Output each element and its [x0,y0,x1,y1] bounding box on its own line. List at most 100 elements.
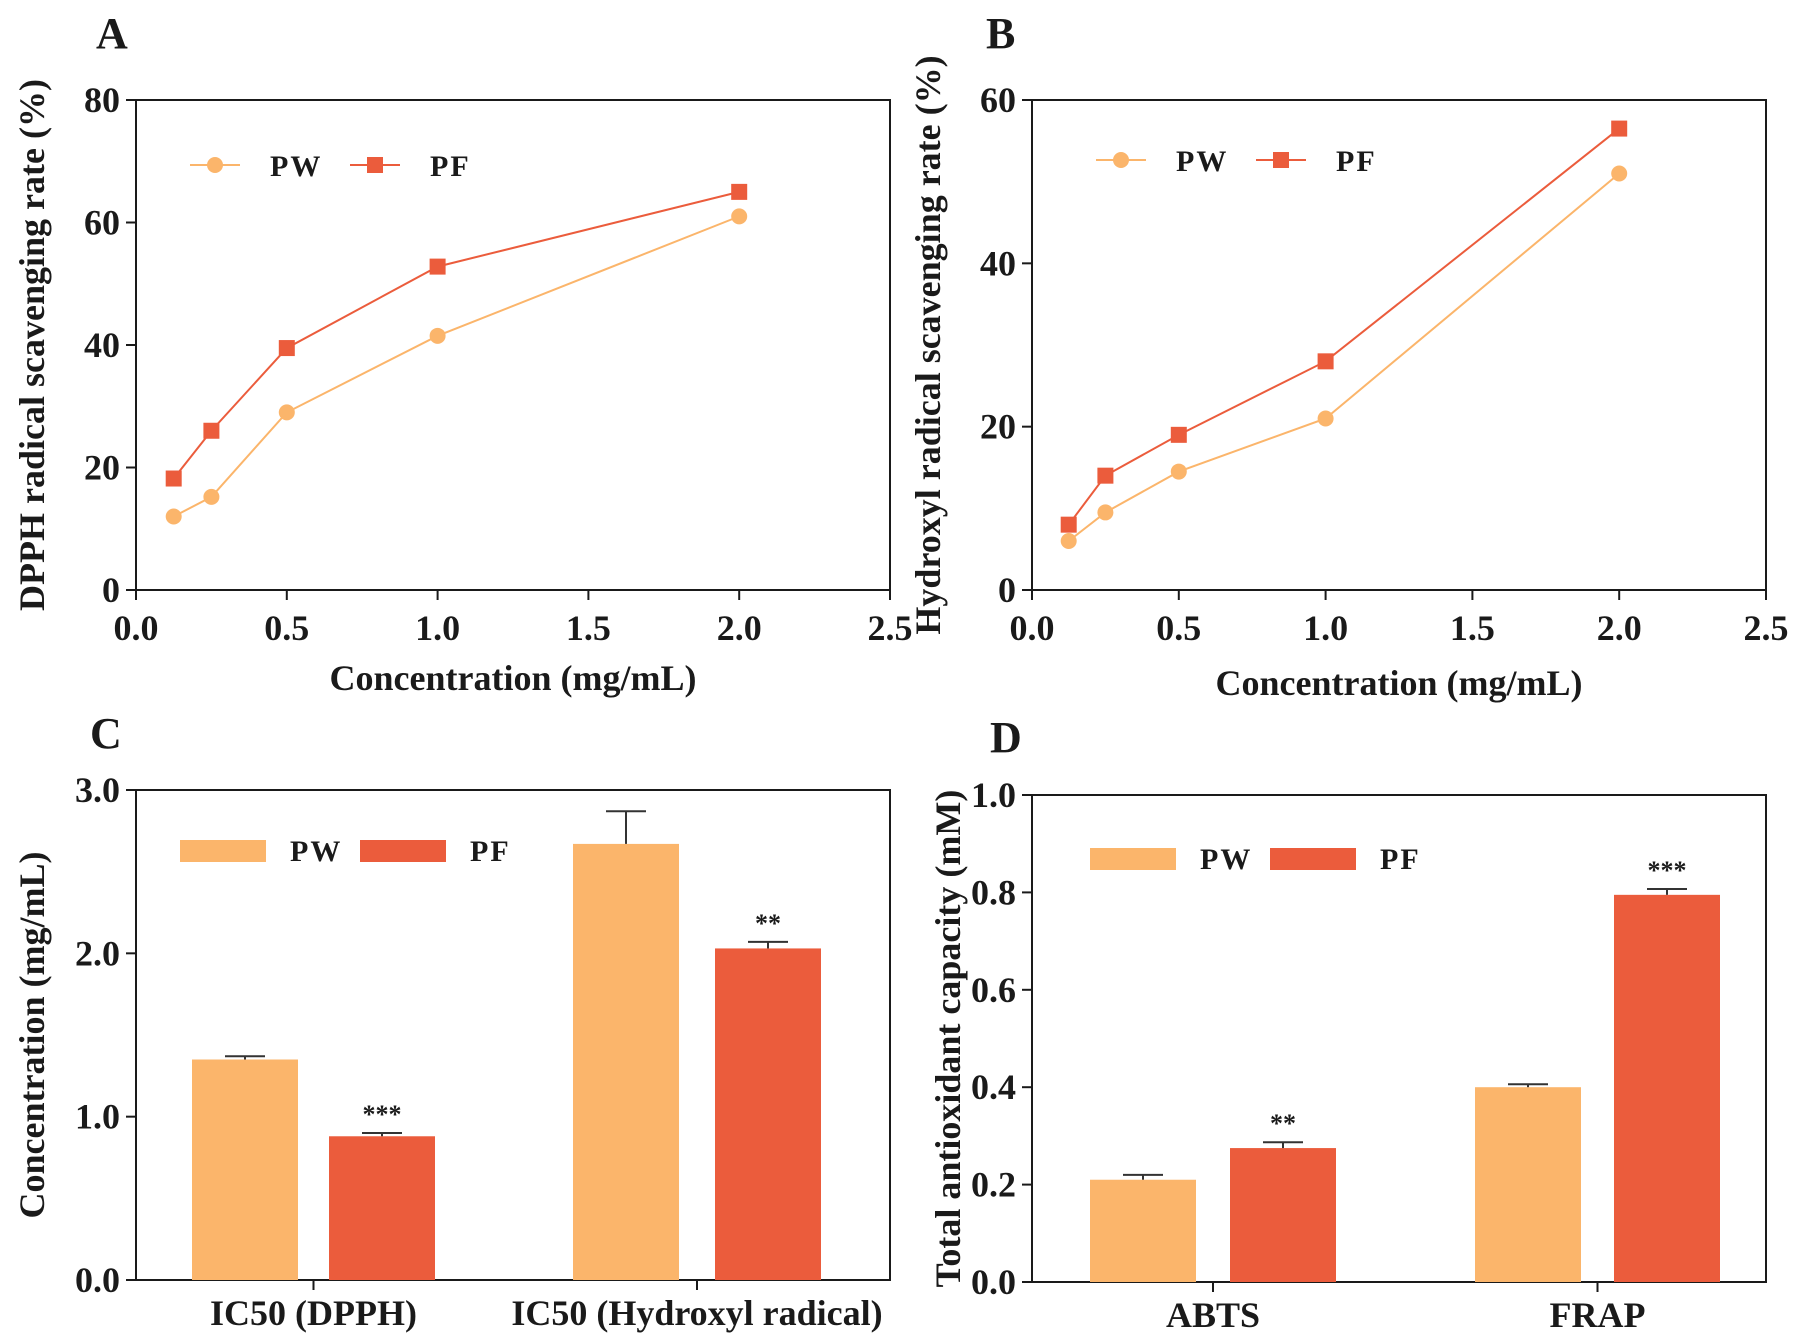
data-point-pf [1060,516,1077,533]
bar-pw [573,843,679,1280]
data-point-pw [1611,165,1628,182]
y-tick-label: 20 [84,448,120,488]
significance-label: *** [1648,856,1687,885]
x-tick-label: 1.5 [1450,608,1495,648]
data-point-pw [1060,533,1077,549]
panel-letter: A [96,9,128,58]
legend-label-pf: PF [1380,843,1421,876]
bar-pf [329,1136,435,1280]
significance-label: ** [755,909,781,938]
bar-pf [715,948,821,1280]
y-tick-label: 0.6 [971,970,1016,1010]
bar-pf [1230,1148,1336,1282]
data-point-pw [203,488,220,505]
data-point-pw [278,404,295,421]
x-tick-label: 0.0 [114,608,159,648]
x-tick-label: 0.5 [264,608,309,648]
legend-label-pf: PF [430,150,471,183]
y-axis-title: Total antioxidant capacity (mM) [928,790,968,1288]
y-tick-label: 0.0 [75,1260,120,1300]
y-tick-label: 0.8 [971,872,1016,912]
x-tick-label: 2.0 [717,608,762,648]
plot-frame [1031,794,1767,1283]
data-point-pf [165,470,182,487]
y-tick-label: 1.0 [971,775,1016,815]
legend-marker-pf [367,157,383,173]
significance-label: *** [363,1100,402,1129]
x-tick-label: 0.5 [1156,608,1201,648]
y-axis-title: DPPH radical scavenging rate (%) [12,79,52,611]
panel-letter: D [990,713,1022,762]
x-axis-title: Concentration (mg/mL) [1216,663,1583,703]
data-point-pw [1170,463,1187,480]
data-point-pw [429,327,446,344]
y-tick-label: 3.0 [75,770,120,810]
category-label: ABTS [1166,1295,1260,1335]
legend-marker-pw [207,157,223,173]
data-point-pf [731,183,748,200]
legend-marker-pf [1273,152,1289,168]
data-point-pf [203,422,220,439]
data-point-pf [278,340,295,357]
bar-pw [1090,1179,1196,1282]
x-tick-label: 2.5 [868,608,913,648]
y-tick-label: 0.2 [971,1165,1016,1205]
data-point-pf [1170,426,1187,443]
legend-label-pw: PW [1200,843,1252,876]
y-tick-label: 80 [84,80,120,120]
data-point-pf [429,258,446,275]
legend-swatch-pw [1090,848,1176,870]
x-tick-label: 0.0 [1010,608,1055,648]
panel-letter: C [90,709,122,758]
plot-frame [1031,99,1767,591]
legend-swatch-pw [180,840,266,862]
legend-swatch-pf [360,840,446,862]
legend-label-pw: PW [290,835,342,868]
category-label: IC50 (Hydroxyl radical) [511,1293,882,1333]
y-axis-title: Concentration (mg/mL) [12,852,52,1219]
y-tick-label: 2.0 [75,933,120,973]
x-axis-title: Concentration (mg/mL) [330,658,697,698]
x-tick-label: 2.0 [1597,608,1642,648]
x-tick-label: 1.0 [415,608,460,648]
plot-frame [135,789,891,1281]
y-tick-label: 0.0 [971,1262,1016,1302]
x-tick-label: 1.0 [1303,608,1348,648]
y-tick-label: 60 [980,80,1016,120]
data-point-pf [1611,120,1628,137]
y-tick-label: 60 [84,203,120,243]
bar-pw [192,1059,298,1280]
data-point-pw [1097,504,1114,521]
data-point-pf [1317,353,1334,370]
y-tick-label: 0 [102,570,120,610]
panel-c: C 0.0 1.0 2.0 3.0 Concentration (mg/mL) IC50 (… [12,709,891,1333]
series-line-pf [172,190,740,480]
y-tick-label: 0 [998,570,1016,610]
significance-label: ** [1270,1109,1296,1138]
data-point-pw [1317,410,1334,427]
series-line-pw [1068,172,1620,542]
category-label: IC50 (DPPH) [210,1293,417,1333]
panel-b: B 0 20 40 60 Hydroxyl radical scavenging rate… [908,9,1789,703]
y-tick-label: 20 [980,407,1016,447]
data-point-pw [731,208,748,225]
x-tick-label: 1.5 [566,608,611,648]
panel-letter: B [986,9,1015,58]
legend-label-pf: PF [1336,145,1377,178]
x-tick-label: 2.5 [1744,608,1789,648]
series-line-pf [1067,127,1620,526]
bar-pw [1475,1087,1581,1282]
plot-frame [135,99,891,591]
y-tick-label: 40 [84,325,120,365]
panel-a: A 0 20 40 60 80 DPPH radical scavenging rate (… [12,9,913,698]
y-tick-label: 1.0 [75,1097,120,1137]
legend-marker-pw [1113,152,1129,168]
data-point-pw [165,508,182,525]
y-tick-label: 0.4 [971,1067,1016,1107]
category-label: FRAP [1550,1295,1646,1335]
bar-pf [1614,894,1720,1282]
legend-swatch-pf [1270,848,1356,870]
y-tick-label: 40 [980,243,1016,283]
